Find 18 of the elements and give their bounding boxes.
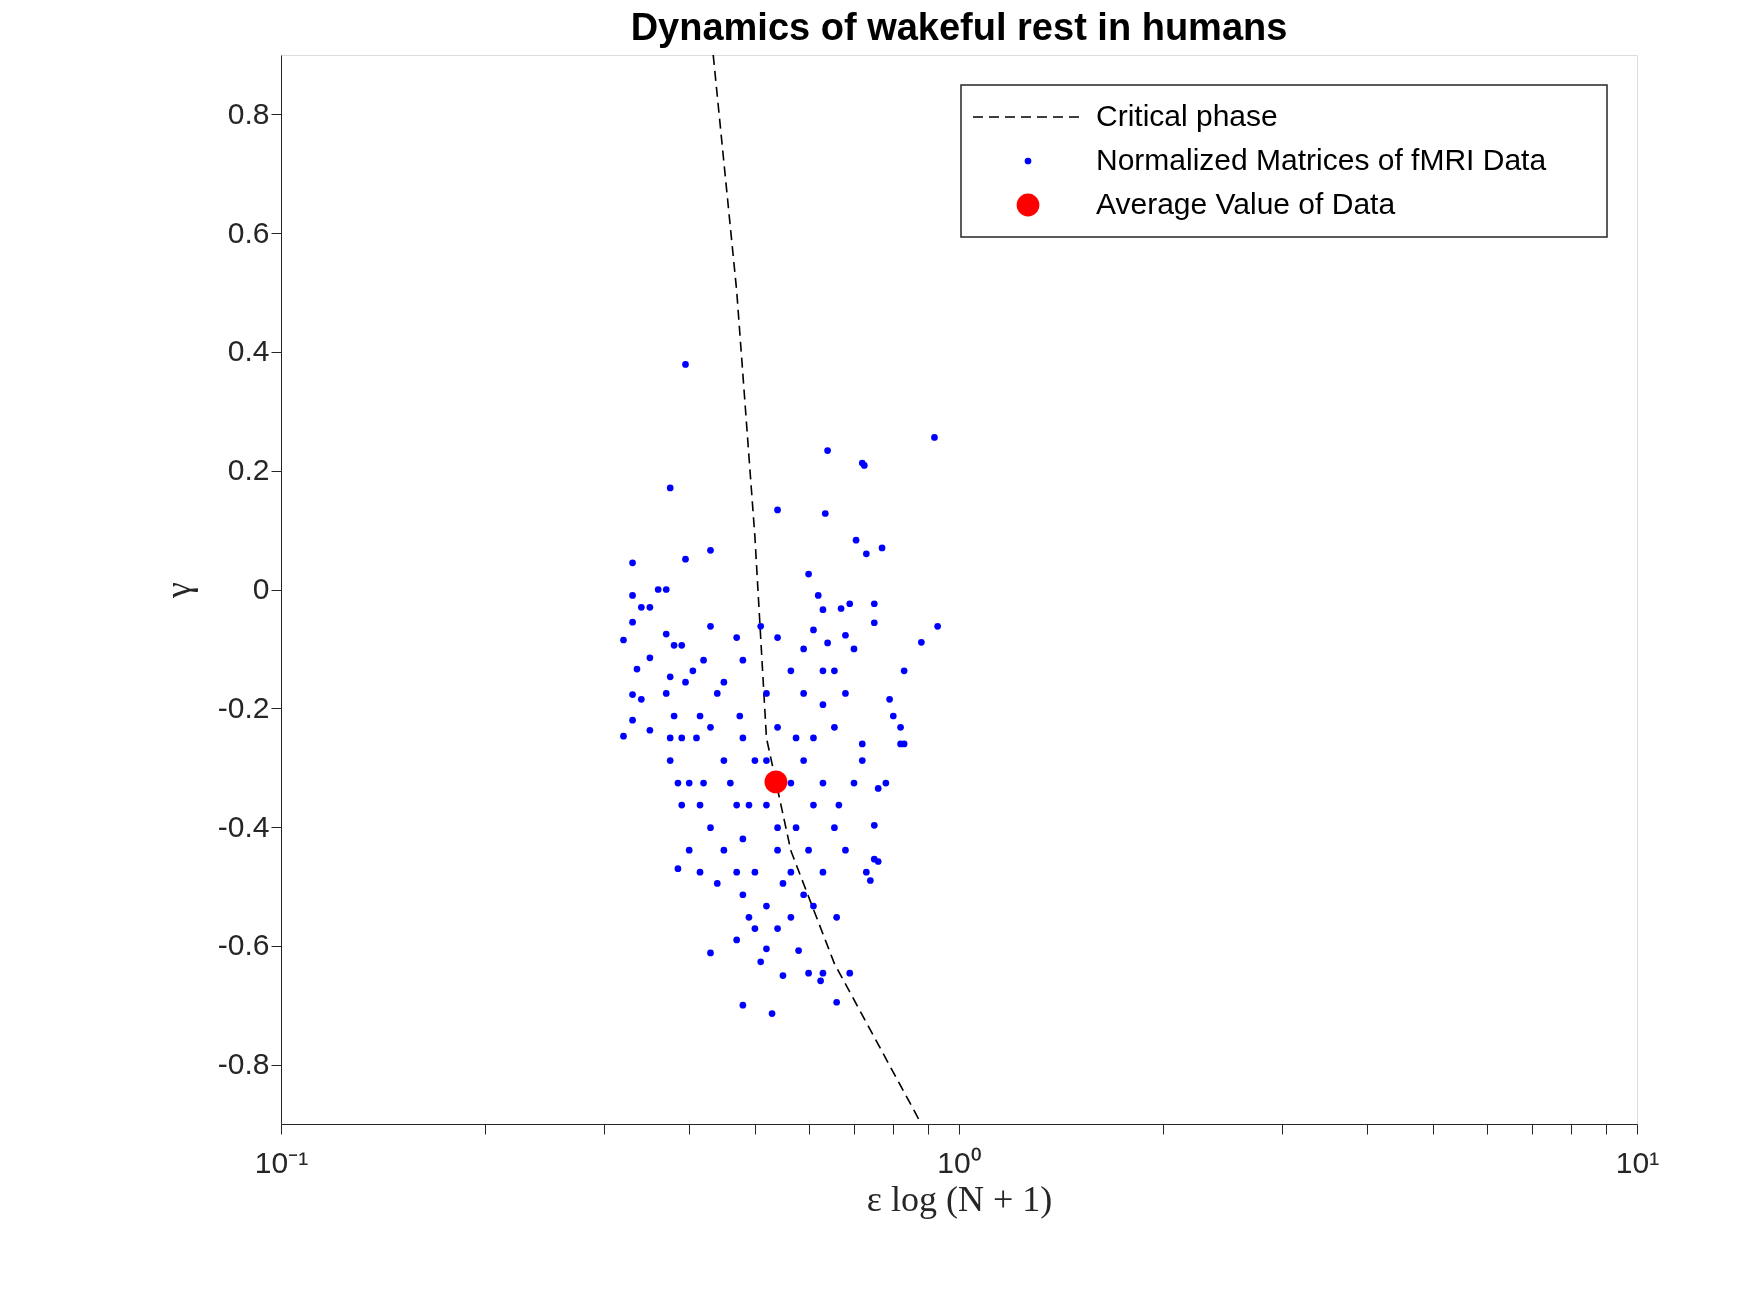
x-axis-title: ε log (N + 1) [866, 1178, 1053, 1219]
y-tick-label: 0.2 [227, 453, 270, 487]
y-tick-label: 0.4 [227, 334, 270, 368]
legend-label: Critical phase [1096, 99, 1278, 132]
legend-label: Average Value of Data [1096, 187, 1396, 220]
chart-title: Dynamics of wakeful rest in humans [630, 6, 1288, 49]
legend-label: Normalized Matrices of fMRI Data [1096, 143, 1547, 176]
y-tick-label: 0.8 [227, 96, 270, 130]
y-tick-label: 0 [252, 572, 270, 605]
x-tick-label: 10⁻¹ [254, 1145, 309, 1179]
y-tick-label: 0.6 [227, 215, 270, 249]
y-tick-label: -0.8 [217, 1047, 270, 1081]
y-tick-label: -0.2 [217, 690, 270, 724]
x-tick-label: 10¹ [1615, 1145, 1660, 1179]
y-tick-label: -0.6 [217, 928, 270, 962]
y-tick-label: -0.4 [217, 809, 270, 843]
x-tick-label: 10⁰ [937, 1145, 982, 1179]
y-axis-title: γ [157, 581, 198, 599]
